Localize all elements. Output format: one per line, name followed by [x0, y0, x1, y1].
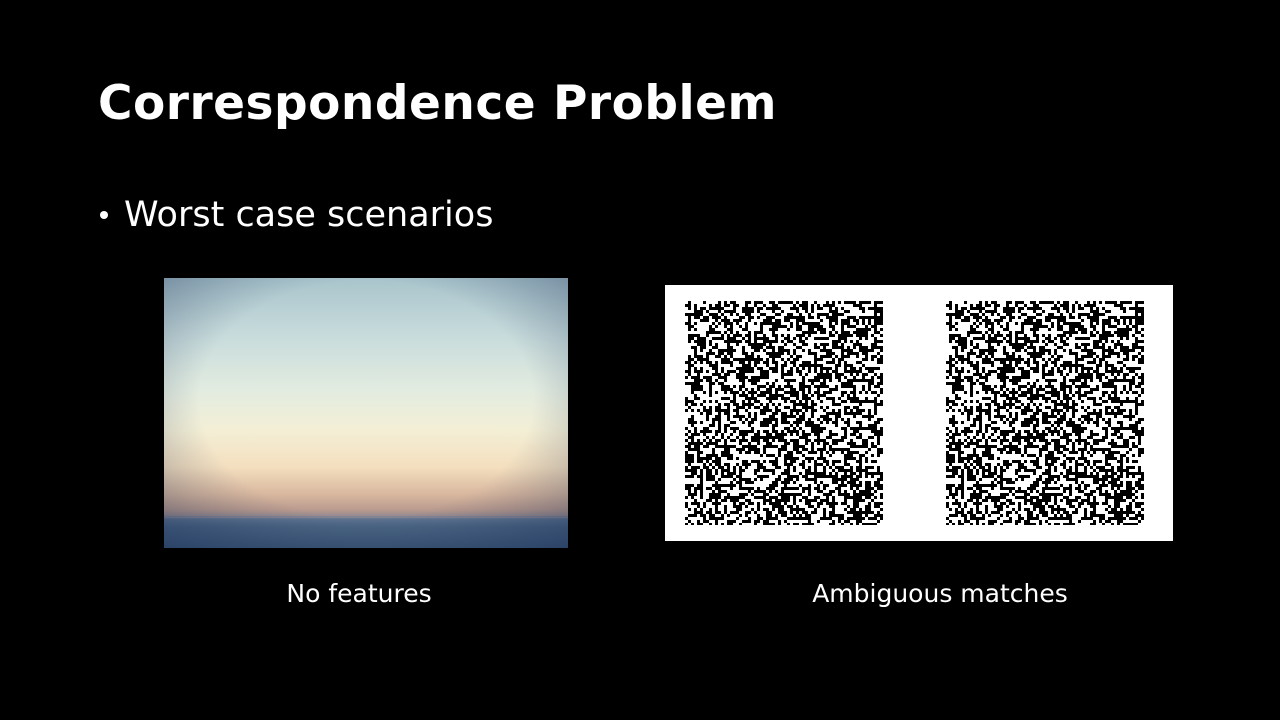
bullet-item: Worst case scenarios [98, 192, 493, 238]
image-vignette [164, 278, 568, 548]
random-noise-right-image [946, 301, 1144, 525]
slide-title: Correspondence Problem [98, 76, 777, 131]
figure-caption-ambiguous-matches: Ambiguous matches [812, 579, 1068, 608]
bullet-dot-icon [100, 211, 108, 219]
featureless-sky-image [164, 278, 568, 548]
random-dot-stereogram-image [665, 285, 1173, 541]
random-noise-left-image [685, 301, 883, 525]
horizon-line [164, 516, 568, 517]
figure-caption-no-features: No features [286, 579, 432, 608]
bullet-text: Worst case scenarios [124, 195, 494, 235]
